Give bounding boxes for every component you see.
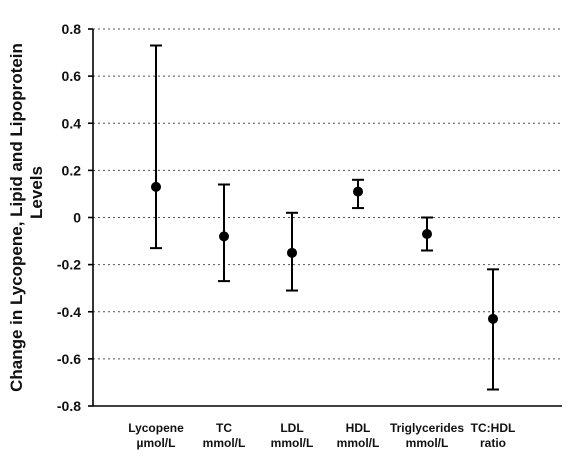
x-tick-label: Lycopene (128, 421, 184, 435)
x-tick-labels: Lycopeneµmol/LTCmmol/LLDLmmol/LHDLmmol/L… (128, 421, 515, 450)
y-tick-label: -0.8 (57, 398, 81, 414)
x-tick-label: TC (216, 421, 232, 435)
data-point (488, 313, 498, 324)
data-point (219, 231, 229, 242)
x-tick-label-unit: mmol/L (271, 436, 314, 450)
y-tick-label: -0.6 (57, 351, 81, 367)
x-tick-label-unit: mmol/L (337, 436, 380, 450)
x-tick-label: HDL (346, 421, 371, 435)
data-point (151, 181, 161, 192)
y-tick-label: 0.8 (62, 21, 82, 37)
y-axis-label: Change in Lycopene, Lipid and Lipoprotei… (7, 43, 26, 392)
y-tick-label: -0.2 (57, 257, 81, 273)
x-tick-label: LDL (280, 421, 303, 435)
y-tick-label: 0 (73, 210, 81, 226)
data-marks (150, 44, 499, 391)
y-tick-label: 0.2 (62, 162, 82, 178)
y-tick-label: 0.4 (62, 115, 82, 131)
x-tick-label-unit: ratio (480, 436, 506, 450)
x-tick-label: Triglycerides (390, 421, 464, 435)
data-point (422, 228, 432, 239)
y-tick-label: -0.4 (57, 304, 81, 320)
data-point (353, 186, 363, 197)
x-tick-label-unit: µmol/L (137, 436, 176, 450)
x-tick-label-unit: mmol/L (203, 436, 246, 450)
grid-lines (93, 28, 562, 360)
y-tick-labels: 0.8 0.6 0.4 0.2 0 -0.2 -0.4 -0.6 -0.8 (57, 21, 81, 414)
y-tick-label: 0.6 (62, 68, 82, 84)
x-tick-label: TC:HDL (471, 421, 516, 435)
axes (88, 28, 562, 407)
x-tick-label-unit: mmol/L (406, 436, 449, 450)
data-point (287, 247, 297, 258)
y-axis-label-line-2: Levels (27, 166, 46, 219)
